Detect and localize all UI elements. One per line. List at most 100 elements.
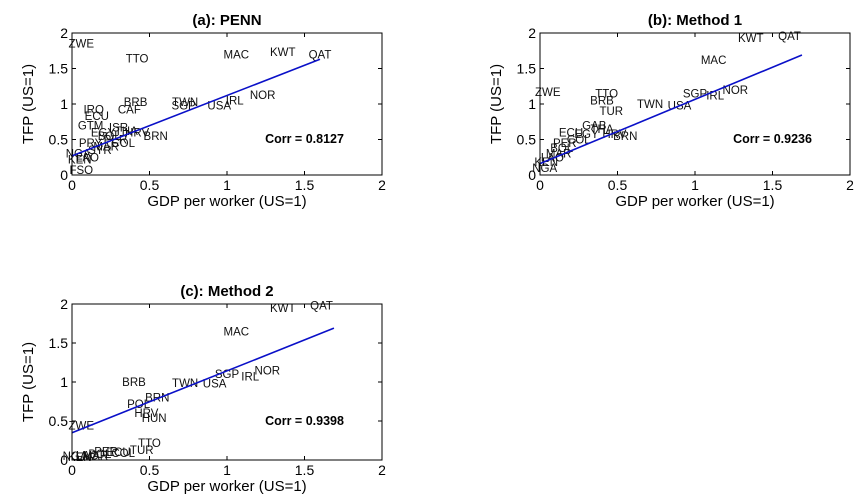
chart-1-point-kwt: KWT <box>270 47 296 59</box>
chart-1-ytick-label: 1.5 <box>49 61 69 77</box>
chart-3-fit-line <box>71 327 335 434</box>
chart-3-point-nor: NOR <box>255 365 281 377</box>
chart-3-point-hrv: HRV <box>134 408 158 420</box>
chart-2-xtick-label: 2 <box>846 177 854 193</box>
chart-1-point-per: PER <box>104 135 128 147</box>
chart-1-xlabel: GDP per worker (US=1) <box>147 193 306 210</box>
chart-3-xtick-label: 2 <box>378 462 386 478</box>
chart-3-point-usa: USA <box>203 379 227 391</box>
chart-3-xlabel: GDP per worker (US=1) <box>147 478 306 495</box>
chart-1-xtick-label: 0 <box>68 177 76 193</box>
chart-1-point-lao: LAO <box>76 152 99 164</box>
chart-2-point-hrv: HRV <box>602 129 626 141</box>
chart-1-point-zwe: ZWE <box>69 39 95 51</box>
chart-3-xtick-label: 1.5 <box>295 462 315 478</box>
chart-2-point-col: COL <box>567 135 591 147</box>
chart-2-point-tto: TTO <box>595 88 618 100</box>
chart-1-point-col: COL <box>111 138 135 150</box>
chart-2-point-per: PER <box>553 138 577 150</box>
chart-2-point-qat: QAT <box>778 31 801 43</box>
chart-2-point-egy: EGY <box>574 129 599 141</box>
chart-1-xtick-label: 0.5 <box>140 177 160 193</box>
chart-3-point-twn: TWN <box>172 378 198 390</box>
chart-2-ytick-label: 1.5 <box>517 61 537 77</box>
chart-1-xtick-label: 2 <box>378 177 386 193</box>
chart-2-ytick-label: 1 <box>528 96 536 112</box>
chart-3-xtick-label: 1 <box>223 462 231 478</box>
chart-3-point-irl: IRL <box>241 372 260 384</box>
chart-1-point-ecu: ECU <box>85 111 109 123</box>
chart-2-axes-frame <box>539 32 851 176</box>
chart-2-point-mac: MAC <box>701 55 727 67</box>
chart-1-xtick-label: 1.5 <box>295 177 315 193</box>
chart-3-point-brb: BRB <box>122 377 146 389</box>
chart-2-ytick-label: 2 <box>528 25 536 41</box>
chart-1-point-twn: TWN <box>172 97 198 109</box>
chart-1-ylabel: TFP (US=1) <box>20 64 37 144</box>
chart-1-point-isr: ISR <box>109 122 128 134</box>
chart-2-point-bol: BOL <box>550 143 574 155</box>
chart-3-point-zwe: ZWE <box>69 421 95 433</box>
chart-3-title: (c): Method 2 <box>180 283 273 300</box>
chart-2-xtick-label: 0 <box>536 177 544 193</box>
chart-1-point-ken: KEN <box>68 154 92 166</box>
chart-3-point-lao: LAO <box>76 450 99 462</box>
chart-3-point-per: PER <box>94 446 118 458</box>
chart-1-ytick-label: 0 <box>60 167 68 183</box>
chart-1-ytick-label: 2 <box>60 25 68 41</box>
chart-3-xtick-label: 0.5 <box>140 462 160 478</box>
chart-3-ytick-label: 1.5 <box>49 335 69 351</box>
chart-3-corr-annotation: Corr = 0.9398 <box>265 414 344 428</box>
chart-2-point-tha: THA <box>591 124 614 136</box>
chart-3-point-ken: KEN <box>68 452 92 464</box>
chart-1-point-hrv: HRV <box>125 127 149 139</box>
chart-3-point-mac: MAC <box>224 326 250 338</box>
chart-1-point-fso: FSO <box>69 165 93 177</box>
chart-2-corr-annotation: Corr = 0.9236 <box>733 132 812 146</box>
chart-3-point-bol: BOL <box>88 449 112 461</box>
chart-2-point-irl: IRL <box>706 90 725 102</box>
chart-1-point-brb: BRB <box>124 97 148 109</box>
chart-3-point-sgp: SGP <box>215 369 240 381</box>
chart-2-xtick-label: 0.5 <box>608 177 628 193</box>
chart-3-point-qat: QAT <box>310 301 333 313</box>
chart-1-point-irq: IRQ <box>83 105 104 117</box>
chart-3-point-tur: TUR <box>130 445 154 457</box>
chart-1-point-sgp: SGP <box>171 100 196 112</box>
chart-3-point-ecu: ECU <box>106 447 130 459</box>
chart-1-point-caf: CAF <box>118 105 141 117</box>
chart-2-point-brn: BRN <box>613 131 637 143</box>
chart-1-ytick-label: 1 <box>60 96 68 112</box>
chart-3-point-tto: TTO <box>138 438 161 450</box>
chart-2-xtick-label: 1.5 <box>763 177 783 193</box>
chart-1-point-egy: EGY <box>91 127 116 139</box>
chart-1-xtick-label: 1 <box>223 177 231 193</box>
chart-2-point-brb: BRB <box>590 95 614 107</box>
chart-2-point-tur: TUR <box>599 106 623 118</box>
chart-3-point-col: COL <box>111 448 135 460</box>
chart-1-corr-annotation: Corr = 0.8127 <box>265 132 344 146</box>
chart-2-point-zwe: ZWE <box>535 87 561 99</box>
chart-3-point-kwt: KWT <box>270 303 296 315</box>
chart-2-point-kwt: KWT <box>738 33 764 45</box>
chart-2-ytick-label: 0.5 <box>517 132 537 148</box>
chart-1-point-mac: MAC <box>224 49 250 61</box>
chart-2-point-mar: MAR <box>546 149 572 161</box>
chart-3-ytick-label: 0.5 <box>49 413 69 429</box>
chart-2-xlabel: GDP per worker (US=1) <box>615 193 774 210</box>
chart-3-xtick-label: 0 <box>68 462 76 478</box>
chart-2-xtick-label: 1 <box>691 177 699 193</box>
chart-1-point-usa: USA <box>207 100 231 112</box>
chart-1-fit-line <box>71 58 321 157</box>
chart-2-title: (b): Method 1 <box>648 12 742 29</box>
chart-2-ylabel: TFP (US=1) <box>488 64 505 144</box>
chart-2-point-ecu: ECU <box>559 127 583 139</box>
chart-3-point-mar: MAR <box>82 450 108 462</box>
chart-1-point-syr: SYR <box>88 145 112 157</box>
chart-1-title: (a): PENN <box>192 12 261 29</box>
chart-3-ytick-label: 2 <box>60 296 68 312</box>
chart-1-point-nor: NOR <box>250 90 276 102</box>
chart-1-point-tto: TTO <box>126 54 149 66</box>
chart-1-ytick-label: 0.5 <box>49 132 69 148</box>
